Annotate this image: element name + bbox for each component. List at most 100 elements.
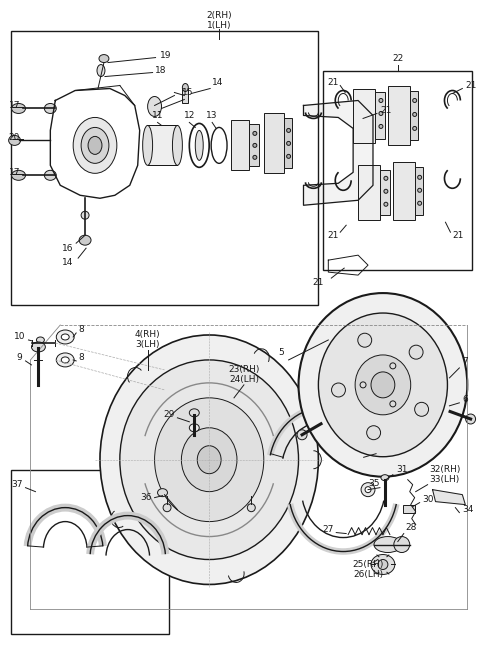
Ellipse shape — [418, 188, 421, 192]
Text: 23(RH): 23(RH) — [228, 365, 260, 374]
Text: 7: 7 — [462, 357, 468, 366]
Text: 4(RH): 4(RH) — [135, 331, 160, 340]
Bar — [410, 91, 418, 140]
Ellipse shape — [157, 488, 168, 497]
Ellipse shape — [12, 104, 25, 113]
Ellipse shape — [195, 130, 203, 160]
Ellipse shape — [358, 333, 372, 348]
Bar — [11, 31, 318, 305]
Ellipse shape — [253, 143, 257, 147]
Text: 35: 35 — [369, 479, 380, 488]
Ellipse shape — [415, 402, 429, 417]
Text: 12: 12 — [184, 111, 195, 120]
Text: 24(LH): 24(LH) — [229, 376, 259, 385]
Bar — [11, 469, 169, 634]
Bar — [148, 125, 178, 166]
Ellipse shape — [81, 211, 89, 219]
Bar — [284, 119, 291, 168]
Ellipse shape — [379, 111, 383, 115]
Text: 31: 31 — [396, 465, 408, 474]
Ellipse shape — [172, 125, 182, 166]
Text: 5: 5 — [278, 348, 284, 357]
Bar — [182, 87, 188, 104]
Ellipse shape — [247, 504, 255, 512]
Ellipse shape — [384, 202, 388, 206]
Text: 3(LH): 3(LH) — [135, 340, 160, 349]
Text: 16: 16 — [62, 244, 74, 253]
Bar — [403, 505, 415, 512]
Ellipse shape — [99, 55, 109, 63]
Ellipse shape — [197, 446, 221, 474]
Ellipse shape — [318, 313, 447, 456]
Ellipse shape — [466, 414, 476, 424]
Ellipse shape — [61, 334, 69, 340]
Text: 19: 19 — [159, 51, 171, 60]
Ellipse shape — [44, 104, 56, 113]
Ellipse shape — [394, 537, 410, 552]
Ellipse shape — [148, 96, 162, 117]
Ellipse shape — [253, 155, 257, 159]
Text: 25(RH): 25(RH) — [352, 560, 384, 569]
Ellipse shape — [120, 360, 299, 559]
Ellipse shape — [143, 125, 153, 166]
Ellipse shape — [379, 125, 383, 128]
Ellipse shape — [253, 132, 257, 136]
Bar — [264, 113, 284, 173]
Bar — [380, 170, 390, 215]
Ellipse shape — [163, 504, 171, 512]
Bar — [353, 89, 375, 143]
Ellipse shape — [374, 537, 402, 552]
Ellipse shape — [97, 65, 105, 76]
Ellipse shape — [287, 141, 290, 145]
Ellipse shape — [56, 330, 74, 344]
Ellipse shape — [384, 189, 388, 193]
Text: 8: 8 — [78, 353, 84, 363]
Polygon shape — [303, 100, 373, 205]
Text: 21: 21 — [465, 81, 477, 90]
Text: 1(LH): 1(LH) — [207, 21, 231, 29]
Text: 29: 29 — [163, 410, 174, 419]
Ellipse shape — [189, 424, 199, 432]
Text: 30: 30 — [422, 495, 434, 504]
Ellipse shape — [299, 293, 468, 477]
Bar — [231, 121, 249, 170]
Ellipse shape — [390, 363, 396, 369]
Ellipse shape — [36, 337, 44, 343]
Text: 15: 15 — [181, 88, 193, 97]
Bar — [393, 162, 415, 220]
Text: 2(RH): 2(RH) — [206, 10, 232, 20]
Text: 36: 36 — [140, 493, 152, 502]
Ellipse shape — [44, 170, 56, 181]
Ellipse shape — [287, 155, 290, 158]
Bar — [388, 85, 410, 145]
Ellipse shape — [413, 126, 417, 130]
Ellipse shape — [9, 136, 21, 145]
Ellipse shape — [81, 127, 109, 164]
Ellipse shape — [287, 128, 290, 132]
Polygon shape — [432, 490, 465, 505]
Text: 26(LH): 26(LH) — [353, 570, 383, 579]
Ellipse shape — [409, 345, 423, 359]
Ellipse shape — [360, 382, 366, 388]
Bar — [324, 70, 472, 270]
Text: 11: 11 — [152, 111, 163, 120]
Text: 21: 21 — [380, 106, 391, 115]
Ellipse shape — [88, 136, 102, 155]
Text: 14: 14 — [62, 258, 73, 267]
Ellipse shape — [418, 175, 421, 179]
Bar — [375, 93, 385, 140]
Text: 8: 8 — [78, 325, 84, 334]
Text: 17: 17 — [9, 168, 20, 177]
Ellipse shape — [355, 355, 411, 415]
Text: 20: 20 — [9, 133, 20, 142]
Ellipse shape — [297, 430, 307, 439]
Ellipse shape — [182, 83, 188, 91]
Ellipse shape — [189, 409, 199, 417]
Ellipse shape — [367, 426, 381, 439]
Ellipse shape — [371, 554, 395, 574]
Ellipse shape — [365, 486, 371, 493]
Ellipse shape — [12, 170, 25, 181]
Ellipse shape — [56, 353, 74, 367]
Ellipse shape — [332, 383, 346, 397]
Ellipse shape — [418, 201, 421, 205]
